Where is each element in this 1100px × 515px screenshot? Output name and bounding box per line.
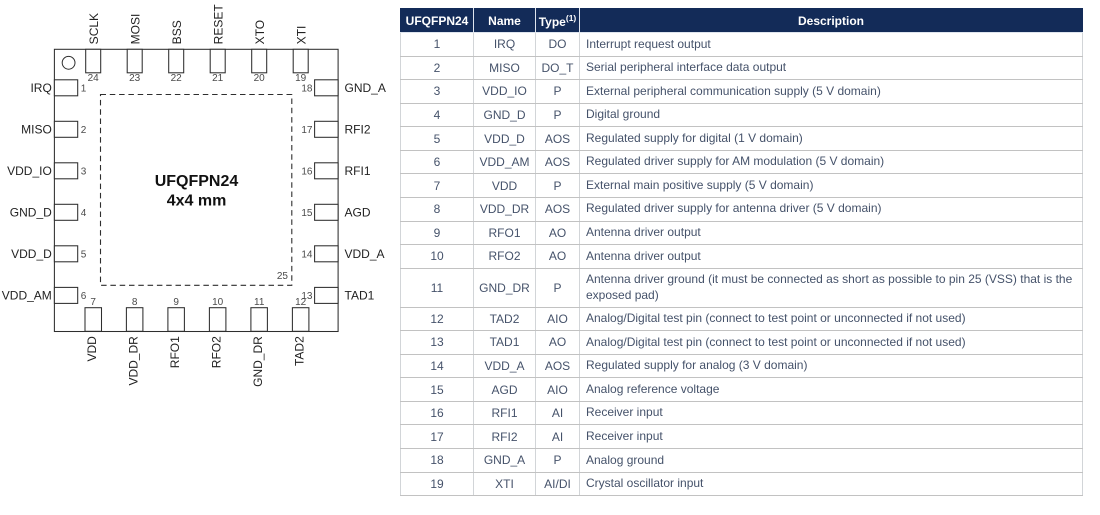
svg-text:IRQ: IRQ (30, 81, 51, 95)
svg-text:VDD_A: VDD_A (345, 247, 385, 261)
svg-text:RFO2: RFO2 (210, 336, 224, 368)
svg-text:SCLK: SCLK (87, 13, 101, 44)
svg-text:20: 20 (254, 73, 266, 84)
svg-text:16: 16 (301, 166, 313, 177)
svg-text:18: 18 (301, 83, 313, 94)
svg-text:14: 14 (301, 249, 313, 260)
svg-text:XTI: XTI (295, 26, 309, 45)
svg-text:13: 13 (301, 291, 313, 302)
svg-text:GND_DR: GND_DR (251, 336, 265, 387)
svg-text:RESET: RESET (212, 4, 226, 45)
svg-text:GND_A: GND_A (345, 81, 386, 95)
svg-text:MISO: MISO (21, 123, 52, 137)
svg-text:4x4 mm: 4x4 mm (167, 193, 227, 210)
svg-text:MOSI: MOSI (129, 14, 143, 45)
svg-text:3: 3 (81, 166, 87, 177)
svg-text:6: 6 (81, 291, 87, 302)
svg-text:17: 17 (301, 125, 313, 136)
svg-text:8: 8 (132, 297, 138, 308)
svg-text:19: 19 (295, 73, 307, 84)
svg-text:15: 15 (301, 208, 313, 219)
svg-text:BSS: BSS (170, 20, 184, 44)
svg-text:1: 1 (81, 83, 87, 94)
svg-text:22: 22 (171, 73, 183, 84)
svg-text:RFI1: RFI1 (345, 164, 371, 178)
svg-text:VDD_D: VDD_D (11, 247, 52, 261)
svg-text:23: 23 (129, 73, 141, 84)
svg-text:21: 21 (212, 73, 224, 84)
svg-text:25: 25 (277, 271, 289, 282)
svg-text:12: 12 (295, 297, 307, 308)
svg-text:RFI2: RFI2 (345, 123, 371, 137)
svg-text:5: 5 (81, 249, 87, 260)
svg-text:AGD: AGD (345, 206, 371, 220)
svg-text:XTO: XTO (253, 20, 267, 44)
svg-text:7: 7 (90, 297, 96, 308)
svg-text:10: 10 (212, 297, 224, 308)
svg-text:UFQFPN24: UFQFPN24 (155, 173, 239, 190)
svg-text:GND_D: GND_D (10, 206, 52, 220)
svg-text:VDD_DR: VDD_DR (127, 336, 141, 386)
svg-text:VDD: VDD (85, 336, 99, 362)
svg-text:2: 2 (81, 125, 87, 136)
svg-text:TAD2: TAD2 (293, 336, 307, 366)
svg-text:RFO1: RFO1 (168, 336, 182, 368)
svg-text:TAD1: TAD1 (345, 289, 375, 303)
svg-text:VDD_AM: VDD_AM (2, 289, 52, 303)
svg-text:24: 24 (88, 73, 100, 84)
svg-text:11: 11 (254, 297, 265, 308)
svg-text:4: 4 (81, 208, 87, 219)
svg-text:9: 9 (173, 297, 179, 308)
svg-text:VDD_IO: VDD_IO (7, 164, 52, 178)
